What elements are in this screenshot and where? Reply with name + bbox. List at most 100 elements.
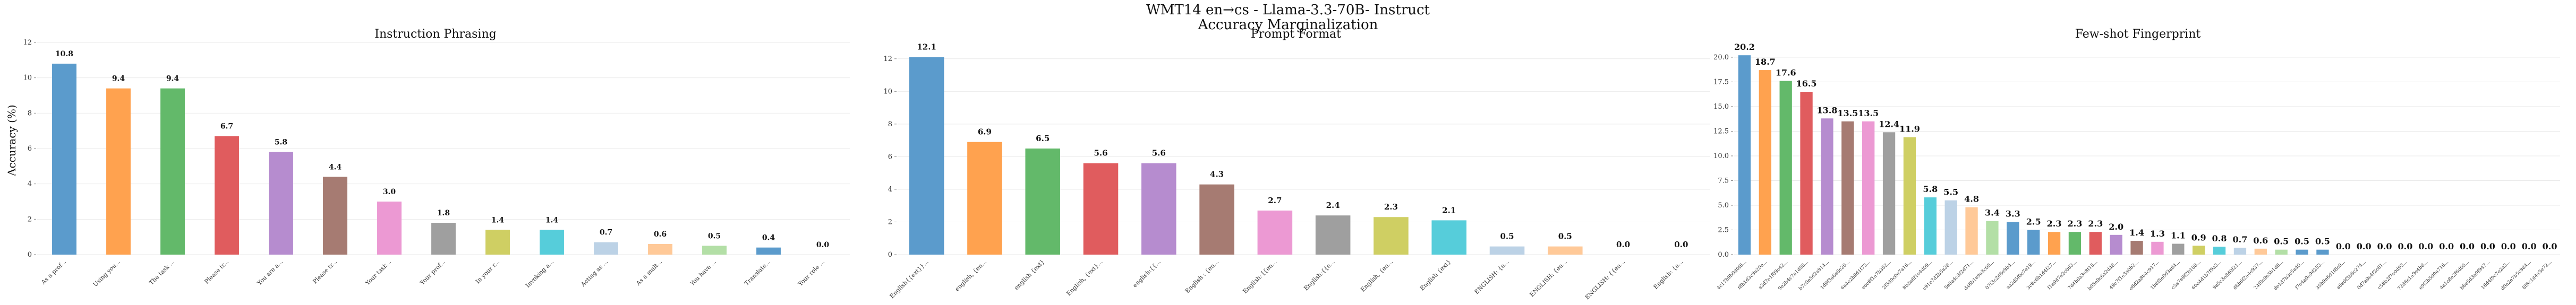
ytick-label-1-3: 6 [888, 153, 892, 161]
xtick-label-0-3: Please tr... [203, 258, 230, 285]
ytick-label-1-4: 8 [888, 120, 892, 128]
bar-value-label-2-6: 13.5 [1858, 108, 1879, 118]
xtick-label-1-13: English: {e... [1652, 258, 1685, 291]
bar-value-label-0-5: 4.4 [329, 163, 342, 171]
bar-value-label-1-5: 4.3 [1210, 170, 1224, 179]
bar-value-label-0-4: 5.8 [275, 138, 287, 147]
xtick-label-1-1: english, {en... [953, 258, 988, 293]
bar-value-label-2-25: 0.6 [2253, 236, 2268, 246]
xtick-label-0-14: Your role ... [796, 258, 826, 288]
bar-0-4 [269, 152, 293, 255]
ytick-label-2-8: 20.0 [1713, 54, 1729, 62]
bar-0-9 [540, 230, 564, 255]
bar-2-3 [1800, 92, 1813, 255]
xtick-label-0-7: Your prof... [418, 258, 447, 287]
bar-value-label-2-12: 3.4 [1985, 208, 2000, 218]
ytick-label-1-0: 0 [888, 251, 892, 259]
bar-2-23 [2213, 247, 2226, 255]
bar-value-label-0-10: 0.7 [600, 229, 612, 237]
bar-value-label-2-30: 0.0 [2357, 241, 2372, 251]
bar-value-label-2-9: 5.8 [1923, 184, 1938, 194]
xtick-label-1-5: English : {en... [1184, 258, 1220, 294]
bar-value-label-0-8: 1.4 [491, 216, 505, 224]
bar-value-label-2-36: 0.0 [2480, 241, 2495, 251]
bar-0-10 [594, 242, 618, 255]
bar-2-18 [2110, 234, 2122, 255]
bar-value-label-0-2: 9.4 [166, 75, 180, 83]
bar-value-label-2-31: 0.0 [2377, 241, 2392, 251]
bar-2-9 [1924, 197, 1937, 255]
bar-value-label-2-0: 20.2 [1734, 42, 1755, 52]
xtick-label-0-10: Acting as ... [579, 258, 609, 288]
bar-value-label-0-14: 0.0 [816, 241, 830, 249]
bar-value-label-1-1: 6.9 [978, 127, 992, 137]
bar-value-label-1-2: 6.5 [1036, 134, 1050, 143]
bar-1-2 [1025, 149, 1060, 255]
ytick-label-2-5: 12.5 [1713, 127, 1729, 135]
ytick-label-0-3: 6 [28, 145, 32, 153]
bar-2-10 [1944, 200, 1957, 255]
ytick-label-2-3: 7.5 [1718, 177, 1729, 185]
bar-value-label-2-4: 13.8 [1816, 105, 1837, 115]
bar-2-12 [1986, 221, 1999, 255]
ytick-label-2-4: 10.0 [1713, 152, 1729, 160]
bar-value-label-1-6: 2.7 [1268, 196, 1282, 205]
bar-value-label-2-15: 2.3 [2047, 219, 2062, 229]
bar-value-label-1-13: 0.0 [1674, 240, 1688, 249]
xtick-label-1-7: English:{{e... [1302, 258, 1336, 292]
panel-title-instruction-phrasing: Instruction Phrasing [374, 28, 497, 41]
bar-value-label-0-6: 3.0 [383, 188, 396, 196]
bar-value-label-0-7: 1.8 [437, 209, 450, 217]
ytick-label-2-6: 15.0 [1713, 103, 1729, 111]
xtick-label-0-5: Please tr... [311, 258, 338, 285]
bar-value-label-2-7: 12.4 [1879, 119, 1899, 129]
bar-value-label-2-19: 1.4 [2129, 228, 2144, 238]
bar-2-15 [2048, 232, 2061, 255]
bar-1-11 [1548, 246, 1583, 255]
ytick-label-0-2: 4 [28, 180, 32, 188]
ytick-label-2-1: 2.5 [1718, 226, 1729, 234]
bar-value-label-1-9: 2.1 [1442, 205, 1456, 215]
bar-value-label-2-26: 0.5 [2274, 237, 2289, 247]
bar-value-label-2-18: 2.0 [2109, 222, 2123, 232]
bar-2-17 [2089, 232, 2102, 255]
bar-value-label-1-3: 5.6 [1094, 149, 1107, 158]
bar-2-13 [2007, 222, 2019, 255]
bar-value-label-2-13: 3.3 [2006, 209, 2020, 219]
bar-value-label-2-2: 17.6 [1776, 68, 1796, 78]
bar-value-label-2-17: 2.3 [2088, 219, 2103, 229]
bar-value-label-2-27: 0.5 [2294, 237, 2309, 247]
bar-value-label-2-16: 2.3 [2068, 219, 2083, 229]
bar-2-14 [2027, 230, 2040, 255]
bar-value-label-2-34: 0.0 [2439, 241, 2454, 251]
bar-1-0 [909, 57, 944, 255]
bar-value-label-0-9: 1.4 [545, 216, 559, 224]
bar-value-label-2-39: 0.0 [2543, 241, 2557, 251]
bar-0-12 [702, 246, 727, 255]
bar-value-label-1-12: 0.0 [1616, 240, 1630, 249]
bar-2-28 [2316, 249, 2329, 255]
bar-value-label-0-12: 0.5 [708, 232, 721, 240]
bar-0-2 [160, 88, 185, 255]
bar-value-label-1-8: 2.3 [1384, 202, 1398, 212]
ytick-label-0-1: 2 [28, 215, 32, 223]
xtick-label-1-10: ENGLISH: {e... [1473, 258, 1510, 295]
xtick-label-0-2: The task ... [148, 258, 176, 286]
bar-value-label-2-10: 5.5 [1943, 187, 1958, 197]
bar-value-label-1-11: 0.5 [1558, 232, 1572, 241]
xtick-label-0-4: You are a... [255, 258, 284, 287]
bar-value-label-2-24: 0.7 [2233, 234, 2248, 245]
bar-value-label-2-11: 4.8 [1964, 194, 1979, 204]
ytick-label-2-0: 0.0 [1718, 251, 1729, 259]
bar-1-5 [1199, 184, 1234, 255]
xtick-label-0-1: Using you... [92, 258, 122, 288]
bar-0-8 [485, 230, 510, 255]
xtick-label-0-6: Your task... [364, 258, 393, 287]
bar-value-label-0-1: 9.4 [112, 75, 125, 83]
xtick-label-1-2: english {ext} [1013, 258, 1046, 291]
xtick-label-1-3: English, {ext}... [1065, 258, 1104, 297]
bar-1-7 [1315, 215, 1351, 255]
ytick-label-0-6: 12 [23, 39, 32, 47]
bar-value-label-2-20: 1.3 [2150, 229, 2165, 239]
